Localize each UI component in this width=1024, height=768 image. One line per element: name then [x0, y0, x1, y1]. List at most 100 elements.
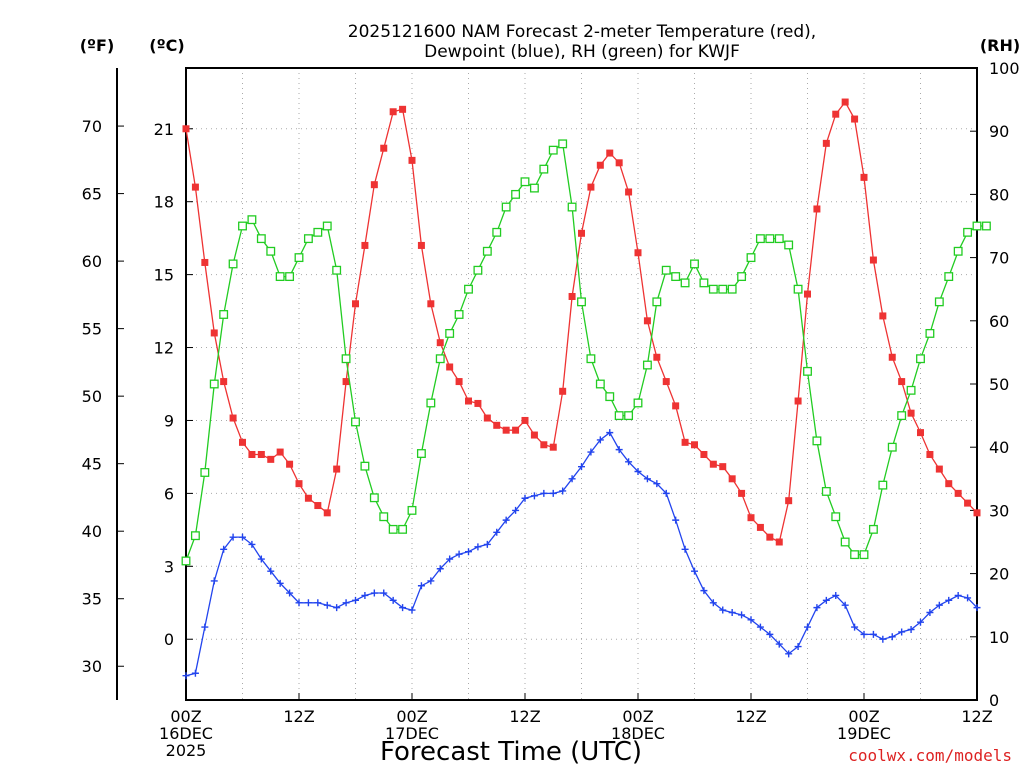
dewpoint-point	[879, 635, 887, 643]
rh-point	[501, 202, 511, 212]
dewpoint-point	[427, 577, 435, 585]
dewpoint-point	[220, 545, 228, 553]
2-meter-temperature-point	[691, 441, 698, 449]
2-meter-temperature-point	[361, 241, 369, 249]
dewpoint-point	[954, 591, 962, 599]
rh-point	[737, 272, 747, 282]
rh-point	[577, 297, 586, 307]
2-meter-temperature-point	[540, 441, 548, 449]
x-tick-label: 16DEC	[159, 724, 213, 743]
2-meter-temperature-point	[832, 110, 840, 118]
x-tick-label: 19DEC	[837, 724, 891, 743]
rh-point	[360, 461, 370, 471]
rh-point	[313, 227, 323, 237]
rh-point	[605, 392, 615, 402]
2-meter-temperature-point	[352, 300, 359, 308]
rh-point	[821, 486, 831, 496]
2-meter-temperature-point	[502, 426, 510, 434]
rh-point	[238, 221, 247, 231]
2-meter-temperature-point	[596, 161, 604, 169]
dewpoint-point	[239, 533, 246, 541]
2-meter-temperature-point	[370, 181, 378, 189]
rh-point	[247, 215, 257, 225]
2-meter-temperature-point	[427, 300, 435, 308]
x-tick-label: 12Z	[735, 707, 766, 726]
chart-title-line1: 2025121600 NAM Forecast 2-meter Temperat…	[348, 22, 816, 42]
rh-point	[209, 379, 219, 389]
dewpoint-point	[747, 616, 755, 624]
dewpoint-point	[785, 650, 793, 658]
celsius-tick-label: 3	[164, 557, 174, 576]
rh-point	[878, 480, 888, 490]
dewpoint-point	[841, 601, 849, 609]
rh-point	[388, 524, 398, 534]
rh-point	[332, 265, 342, 275]
2-meter-temperature-point	[860, 173, 868, 181]
dewpoint-point	[851, 623, 859, 631]
rh-point	[963, 227, 973, 237]
dewpoint-point	[201, 623, 209, 631]
2-meter-temperature-point	[493, 421, 501, 429]
dewpoint-point	[314, 599, 322, 607]
2-meter-temperature-point	[662, 378, 670, 386]
x-tick-label: 00Z	[396, 707, 427, 726]
dewpoint-point	[210, 577, 218, 585]
rh-point	[755, 234, 765, 244]
dewpoint-point	[738, 611, 746, 619]
2-meter-temperature-point	[399, 105, 407, 113]
2-meter-temperature-point	[804, 290, 811, 298]
rh-point	[727, 284, 737, 294]
rh-point	[831, 512, 841, 522]
dewpoint-point	[549, 489, 557, 497]
2-meter-temperature-point	[559, 387, 567, 395]
rh-point	[972, 221, 982, 231]
dewpoint-point	[832, 591, 840, 599]
dewpoint-point	[559, 487, 567, 495]
dewpoint-point	[530, 492, 538, 500]
2-meter-temperature-point	[728, 475, 736, 483]
rh-point	[285, 272, 295, 282]
2-meter-temperature-point	[182, 125, 190, 133]
dewpoint-point	[615, 446, 623, 454]
rh-point	[341, 354, 351, 364]
fahrenheit-tick-label: 45	[82, 455, 102, 474]
rh-point	[671, 272, 681, 282]
dewpoint-point	[389, 596, 397, 604]
rh-point	[661, 265, 671, 275]
chart-title-line2: Dewpoint (blue), RH (green) for KWJF	[424, 42, 740, 62]
rh-point	[934, 297, 944, 307]
2-meter-temperature-point	[210, 329, 218, 337]
rh-point	[426, 398, 436, 408]
2-meter-temperature-point	[483, 414, 491, 422]
celsius-tick-label: 0	[164, 630, 174, 649]
rh-point	[539, 164, 549, 174]
rh-point	[953, 246, 963, 256]
2-meter-temperature-point	[276, 448, 284, 456]
2-meter-temperature-point	[954, 489, 962, 497]
rh-point	[294, 253, 304, 263]
rh-point	[925, 328, 935, 338]
2-meter-temperature-point	[295, 480, 303, 488]
rh-tick-label: 30	[989, 501, 1009, 520]
dewpoint-point	[408, 606, 416, 614]
2-meter-temperature-point	[512, 426, 520, 434]
2-meter-temperature-point	[286, 460, 294, 468]
dewpoint-point	[436, 565, 444, 573]
rh-point	[746, 253, 756, 263]
dewpoint-point	[540, 489, 548, 497]
dewpoint-point	[935, 601, 943, 609]
rh-point	[322, 221, 332, 231]
2-meter-temperature-point	[474, 399, 482, 407]
rh-point	[407, 505, 417, 515]
rh-point	[416, 449, 426, 458]
dewpoint-point	[380, 589, 388, 597]
2-meter-temperature-point	[907, 409, 915, 417]
2-meter-temperature-point	[521, 416, 529, 424]
rh-point	[351, 417, 360, 427]
x-tick-label: 12Z	[961, 707, 992, 726]
2-meter-temperature-point	[719, 463, 727, 471]
rh-point	[595, 379, 605, 389]
grid-layer	[186, 68, 977, 700]
celsius-tick-label: 9	[164, 411, 174, 430]
